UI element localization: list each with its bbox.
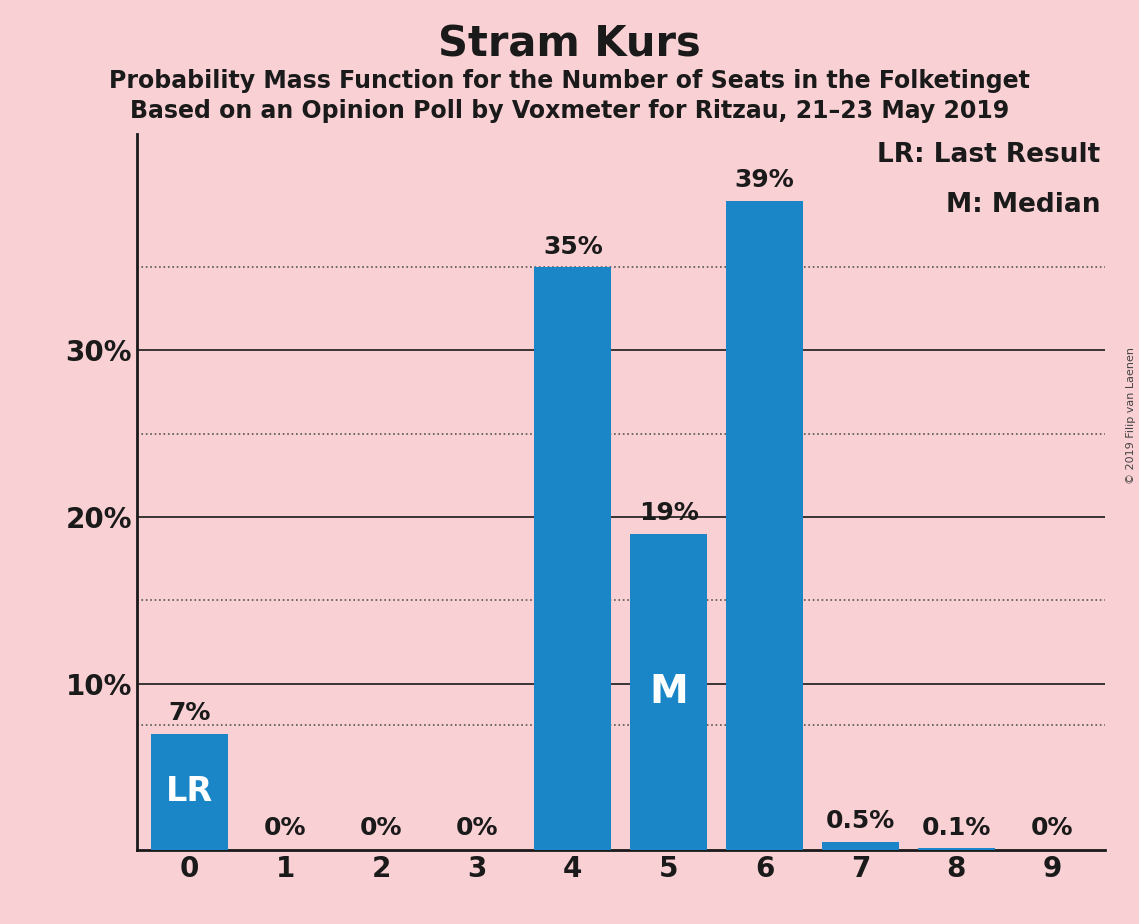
Bar [727, 201, 803, 850]
Text: 0%: 0% [264, 816, 306, 840]
Text: 0.1%: 0.1% [921, 816, 991, 840]
Bar [630, 534, 707, 850]
Bar [151, 734, 228, 850]
Text: LR: Last Result: LR: Last Result [877, 142, 1100, 168]
Text: 35%: 35% [543, 235, 603, 259]
Text: © 2019 Filip van Laenen: © 2019 Filip van Laenen [1126, 347, 1136, 484]
Text: 19%: 19% [639, 502, 698, 526]
Bar [534, 267, 612, 850]
Text: M: M [649, 673, 688, 711]
Text: 0%: 0% [1031, 816, 1073, 840]
Text: 0%: 0% [456, 816, 498, 840]
Text: 7%: 7% [169, 701, 211, 725]
Text: M: Median: M: Median [945, 192, 1100, 218]
Text: 0%: 0% [360, 816, 402, 840]
Text: 39%: 39% [735, 168, 794, 192]
Text: 0.5%: 0.5% [826, 809, 895, 833]
Text: LR: LR [166, 775, 213, 808]
Text: Probability Mass Function for the Number of Seats in the Folketinget: Probability Mass Function for the Number… [109, 69, 1030, 93]
Text: Stram Kurs: Stram Kurs [439, 23, 700, 65]
Bar [918, 848, 994, 850]
Bar [822, 842, 899, 850]
Text: Based on an Opinion Poll by Voxmeter for Ritzau, 21–23 May 2019: Based on an Opinion Poll by Voxmeter for… [130, 99, 1009, 123]
